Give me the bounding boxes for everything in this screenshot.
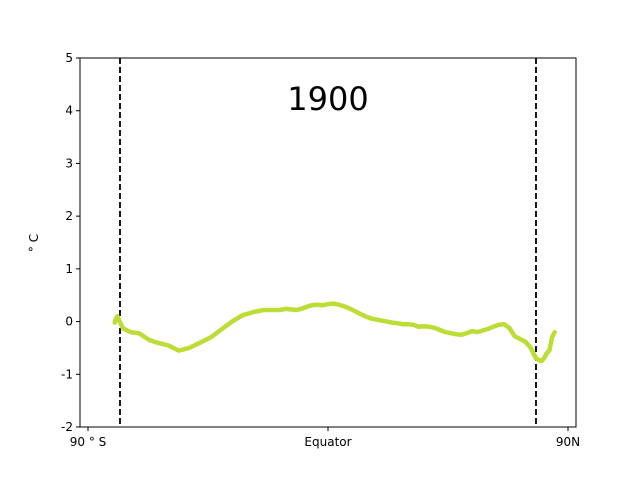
x-axis: 90 ° S Equator 90N xyxy=(70,427,580,449)
y-axis: -2 -1 0 1 2 3 4 5 xyxy=(61,51,80,434)
y-tick-label: 5 xyxy=(65,51,73,65)
y-tick-label: 4 xyxy=(65,104,73,118)
x-tick-label: 90 ° S xyxy=(70,435,107,449)
annotation-year: 1900 xyxy=(287,80,368,118)
y-tick-label: -2 xyxy=(61,420,73,434)
x-tick-label: 90N xyxy=(556,435,580,449)
y-tick-label: 2 xyxy=(65,209,73,223)
y-tick-label: 3 xyxy=(65,156,73,170)
y-axis-label: ° C xyxy=(27,234,41,252)
series-layer xyxy=(112,301,557,364)
series-line xyxy=(112,301,557,364)
x-tick-label: Equator xyxy=(304,435,351,449)
y-tick-label: 0 xyxy=(65,315,73,329)
plot-background xyxy=(80,58,576,427)
y-tick-label: -1 xyxy=(61,367,73,381)
reference-lines xyxy=(119,58,537,427)
y-tick-label: 1 xyxy=(65,262,73,276)
